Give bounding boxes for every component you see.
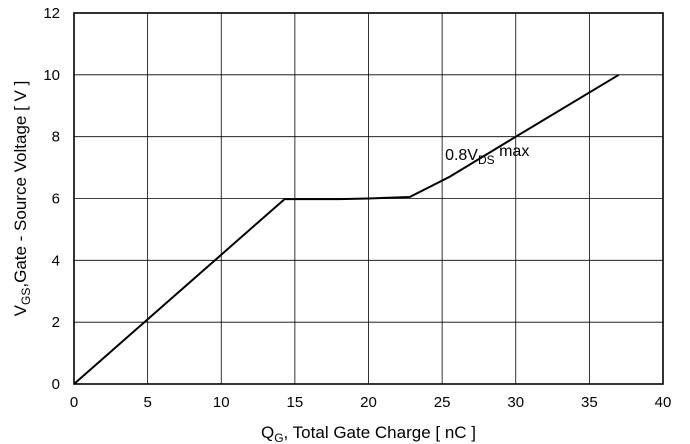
y-axis-label: VGS,Gate - Source Voltage [ V ] [11,81,33,317]
y-tick-label: 8 [52,129,60,146]
annotation-label: 0.8VDS max [445,143,529,167]
x-tick-label: 15 [287,394,304,411]
x-axis-label-rest: , Total Gate Charge [ nC ] [284,423,476,442]
y-tick-labels: 0 2 4 6 8 10 12 [43,5,60,393]
y-tick-label: 6 [52,191,60,208]
x-tick-label: 25 [434,394,451,411]
y-axis-label-main: V [11,304,30,316]
x-tick-label: 40 [655,394,672,411]
x-axis-label: QG, Total Gate Charge [ nC ] [261,423,476,444]
x-tick-label: 30 [507,394,524,411]
x-tick-label: 35 [581,394,598,411]
series-line [73,73,620,385]
x-tick-label: 5 [143,394,151,411]
y-tick-label: 4 [52,252,60,269]
x-axis-label-sub: G [274,431,283,444]
annotation-rest: max [495,143,530,160]
x-tick-labels: 0 5 10 15 20 25 30 35 40 [70,394,672,411]
y-tick-label: 0 [52,376,60,393]
annotation-main: 0.8V [445,147,478,164]
y-axis-label-rest: ,Gate - Source Voltage [ V ] [11,81,30,288]
x-axis-label-main: Q [261,423,274,442]
y-tick-label: 12 [43,5,60,22]
plot-frame [73,12,664,385]
y-tick-label: 10 [43,67,60,84]
y-axis-label-sub: GS [19,288,33,305]
x-tick-label: 20 [360,394,377,411]
annotation-sub: DS [478,153,495,167]
x-tick-label: 0 [70,394,78,411]
x-tick-label: 10 [213,394,230,411]
y-tick-label: 2 [52,314,60,331]
